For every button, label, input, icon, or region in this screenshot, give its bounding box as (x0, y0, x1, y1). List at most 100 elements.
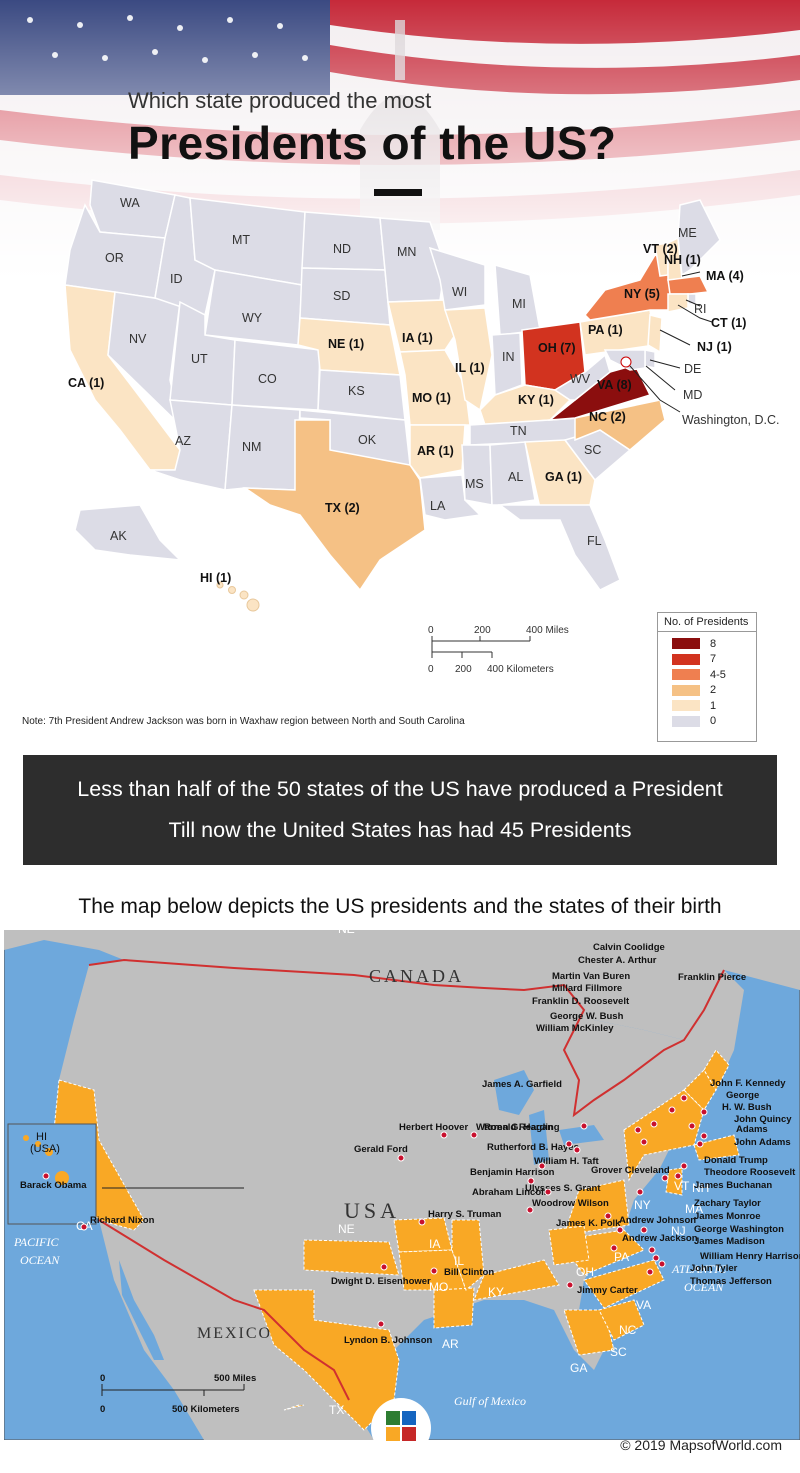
svg-text:Harry S. Truman: Harry S. Truman (428, 1209, 502, 1220)
label-OK: OK (358, 433, 377, 447)
svg-text:Abraham Lincoln: Abraham Lincoln (472, 1187, 550, 1198)
label-UT: UT (191, 352, 208, 366)
svg-text:Lyndon B. Johnson: Lyndon B. Johnson (344, 1335, 433, 1346)
svg-text:Millard Fillmore: Millard Fillmore (552, 983, 622, 994)
label-AZ: AZ (175, 434, 191, 448)
state-ND (301, 211, 386, 271)
code-NJ: NJ (671, 1224, 686, 1238)
state-labels-zero: WA OR MT ID ND MN SD WY NV UT CO KS AZ N… (105, 196, 707, 548)
scale2-km-0: 0 (100, 1404, 105, 1415)
legend-title: No. of Presidents (658, 613, 756, 632)
label-atlantic-2: OCEAN (684, 1280, 724, 1294)
label-LA: LA (430, 499, 446, 513)
code-TX: TX (329, 1403, 344, 1417)
svg-text:NY (5): NY (5) (624, 287, 660, 301)
label-OR: OR (105, 251, 124, 265)
label-FL: FL (587, 534, 602, 548)
svg-text:HI (1): HI (1) (200, 571, 231, 585)
svg-text:James A. Garfield: James A. Garfield (482, 1079, 562, 1090)
svg-text:Franklin D. Roosevelt: Franklin D. Roosevelt (532, 996, 630, 1007)
state-LA (419, 474, 482, 521)
label-ME: ME (678, 226, 697, 240)
svg-text:Andrew Jackson: Andrew Jackson (622, 1233, 698, 1244)
label-WA: WA (120, 196, 140, 210)
label-IN: IN (502, 350, 515, 364)
label-AK: AK (110, 529, 127, 543)
code-IA: IA (429, 1237, 440, 1251)
label-washington-dc: Washington, D.C. (682, 413, 780, 427)
state-AK (74, 504, 183, 561)
svg-text:Grover Cleveland: Grover Cleveland (591, 1165, 670, 1176)
svg-text:PA (1): PA (1) (588, 323, 623, 337)
code-NC: NC (619, 1323, 637, 1337)
us-president-count-map: WA OR MT ID ND MN SD WY NV UT CO KS AZ N… (64, 179, 780, 675)
code-VT: VT (674, 1179, 690, 1193)
svg-text:James Monroe: James Monroe (694, 1211, 761, 1222)
map2-scale-lines (101, 1384, 245, 1396)
code-NY: NY (634, 1198, 651, 1212)
state-IA (387, 299, 456, 353)
label-RI: RI (694, 302, 707, 316)
washington-dc-marker (620, 356, 632, 368)
president-labels: Calvin Coolidge Chester A. Arthur Martin… (20, 942, 800, 1346)
scale-km-200: 200 (455, 664, 472, 675)
svg-text:James K. Polk: James K. Polk (556, 1218, 621, 1229)
svg-text:Calvin Coolidge: Calvin Coolidge (593, 942, 665, 953)
label-TN: TN (510, 424, 527, 438)
state-FL (497, 504, 621, 591)
svg-text:James Buchanan: James Buchanan (694, 1180, 772, 1191)
svg-text:Richard Nixon: Richard Nixon (90, 1215, 155, 1226)
svg-text:IA (1): IA (1) (402, 331, 433, 345)
legend-swatch (672, 653, 700, 665)
svg-text:Benjamin Harrison: Benjamin Harrison (470, 1167, 555, 1178)
state-AR (409, 424, 466, 479)
title-divider (374, 189, 422, 196)
scale2-km-500: 500 Kilometers (172, 1404, 240, 1415)
state-AL (489, 441, 536, 506)
svg-text:George Washington: George Washington (694, 1224, 784, 1235)
scale-miles-400: 400 Miles (526, 625, 569, 636)
code-GA: GA (570, 1361, 587, 1375)
svg-text:Dwight D. Eisenhower: Dwight D. Eisenhower (331, 1276, 431, 1287)
svg-text:CA (1): CA (1) (68, 376, 104, 390)
label-pacific-1: PACIFIC (13, 1235, 59, 1249)
mapsofworld-logo-icon (371, 1398, 431, 1458)
code-AR: AR (442, 1337, 459, 1351)
jackson-note: Note: 7th President Andrew Jackson was b… (22, 716, 465, 727)
svg-text:Gerald Ford: Gerald Ford (354, 1144, 408, 1155)
code-SC: SC (610, 1345, 627, 1359)
label-WI: WI (452, 285, 467, 299)
svg-text:Barack Obama: Barack Obama (20, 1180, 87, 1191)
svg-text:George W. Bush: George W. Bush (550, 1011, 624, 1022)
svg-text:Adams: Adams (736, 1124, 768, 1135)
label-MN: MN (397, 245, 416, 259)
svg-text:MA (4): MA (4) (706, 269, 744, 283)
svg-text:TX (2): TX (2) (325, 501, 360, 515)
svg-text:NE (1): NE (1) (328, 337, 364, 351)
svg-text:Jimmy Carter: Jimmy Carter (577, 1285, 638, 1296)
legend-label: 0 (710, 715, 717, 728)
svg-text:John Tyler: John Tyler (690, 1263, 738, 1274)
svg-text:James Madison: James Madison (694, 1236, 765, 1247)
hawaii-inset (7, 1123, 97, 1225)
scale-bar (431, 636, 531, 658)
legend-swatch (672, 700, 700, 712)
label-NM: NM (242, 440, 261, 454)
code-VA: VA (636, 1298, 651, 1312)
svg-text:Herbert Hoover: Herbert Hoover (399, 1122, 468, 1133)
label-ND: ND (333, 242, 351, 256)
label-WV: WV (570, 372, 591, 386)
svg-text:MO (1): MO (1) (412, 391, 451, 405)
code-KY: KY (488, 1285, 504, 1299)
svg-text:KY (1): KY (1) (518, 393, 554, 407)
label-AL: AL (508, 470, 523, 484)
svg-text:John Adams: John Adams (734, 1137, 791, 1148)
birthplace-dots (42, 1094, 708, 1328)
label-KS: KS (348, 384, 365, 398)
svg-text:William McKinley: William McKinley (536, 1023, 614, 1034)
president-birthplace-map: CANADA USA MEXICO PACIFIC OCEAN ATLANTIC… (4, 930, 800, 1440)
legend-swatch (672, 684, 700, 696)
legend-swatch (672, 638, 700, 650)
page-title: Presidents of the US? (128, 117, 617, 169)
code-IL: IL (454, 1254, 464, 1268)
